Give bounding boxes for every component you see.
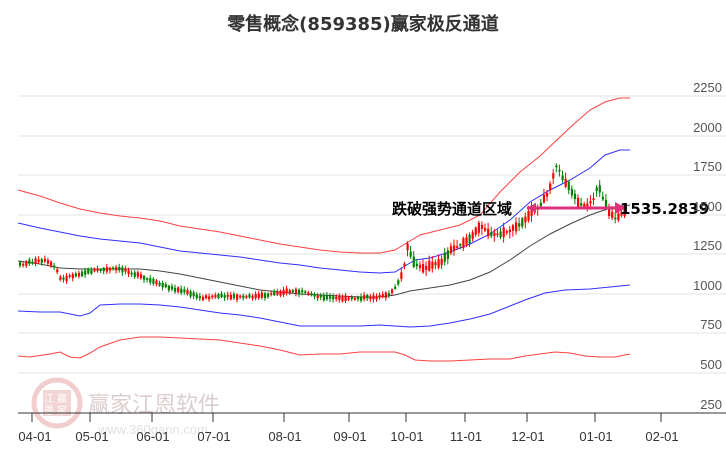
x-tick: 06-01 <box>136 429 169 444</box>
chart-title: 零售概念(859385)赢家极反通道 <box>227 14 499 35</box>
price-label: 1535.2839 <box>620 200 709 218</box>
x-axis: 04-01 05-01 06-01 07-01 08-01 09-01 10-0… <box>18 412 726 444</box>
watermark-seal-1: 江 <box>44 393 54 405</box>
inner-lower-band <box>17 284 631 328</box>
y-tick: 500 <box>700 357 722 372</box>
x-tick: 12-01 <box>511 429 544 444</box>
candlesticks <box>19 163 626 303</box>
y-tick: 1500 <box>693 199 722 214</box>
y-tick: 1250 <box>693 238 722 253</box>
x-tick: 07-01 <box>197 429 230 444</box>
breakdown-arrow <box>527 202 626 214</box>
breakdown-annotation: 跌破强势通道区域 <box>392 200 512 218</box>
x-tick: 01-01 <box>579 429 612 444</box>
x-tick: 09-01 <box>333 429 366 444</box>
x-tick: 08-01 <box>268 429 301 444</box>
y-axis: 2250 2000 1750 1500 1250 1000 750 500 25… <box>693 80 722 412</box>
y-tick: 750 <box>700 317 722 332</box>
y-tick: 250 <box>700 397 722 412</box>
y-tick: 1750 <box>693 159 722 174</box>
y-tick: 1000 <box>693 278 722 293</box>
outer-upper-band <box>17 97 630 254</box>
y-tick: 2250 <box>693 80 722 95</box>
x-tick: 11-01 <box>450 429 482 444</box>
x-tick: 02-01 <box>645 429 678 444</box>
inner-upper-band <box>17 149 630 274</box>
watermark: 江 赢 恩 家 赢家江恩软件 www.360gann.com <box>31 377 220 437</box>
watermark-url: www.360gann.com <box>97 422 208 437</box>
x-tick: 04-01 <box>18 429 51 444</box>
x-tick: 10-01 <box>390 429 423 444</box>
grid <box>18 95 726 374</box>
watermark-seal-2: 赢 <box>57 392 67 405</box>
x-tick: 05-01 <box>75 429 108 444</box>
watermark-seal-4: 家 <box>57 404 67 417</box>
middle-line <box>17 204 631 298</box>
outer-lower-band <box>17 336 631 362</box>
y-tick: 2000 <box>693 120 722 135</box>
watermark-brand: 赢家江恩软件 <box>88 393 220 418</box>
watermark-seal-3: 恩 <box>44 405 54 417</box>
